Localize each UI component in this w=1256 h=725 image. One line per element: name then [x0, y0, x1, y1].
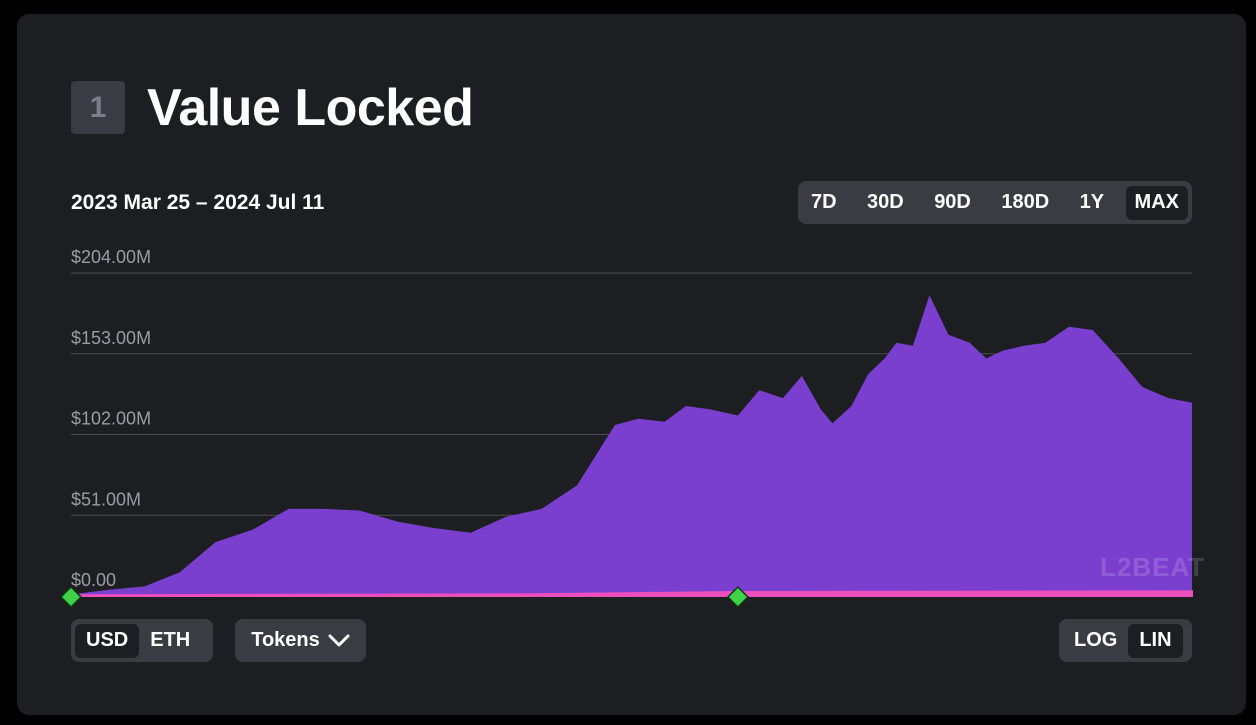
- milestone-marker[interactable]: [726, 585, 749, 609]
- y-tick-label: $102.00M: [71, 409, 151, 429]
- unit-option-usd[interactable]: USD: [75, 623, 140, 658]
- chevron-down-icon: [328, 634, 350, 646]
- currency-selector: USD ETH: [71, 619, 213, 662]
- value-locked-area: [71, 295, 1192, 596]
- date-range-label: 2023 Mar 25 – 2024 Jul 11: [71, 191, 325, 214]
- scale-selector: LOG LIN: [1059, 619, 1192, 662]
- range-option-90d[interactable]: 90D: [934, 191, 971, 213]
- l2beat-watermark: L2BEAT: [1100, 552, 1206, 582]
- scale-option-lin[interactable]: LIN: [1128, 623, 1183, 658]
- tokens-dropdown-button[interactable]: Tokens: [235, 619, 366, 662]
- tokens-button-label: Tokens: [251, 629, 320, 651]
- time-range-selector: 7D 30D 90D 180D 1Y MAX: [798, 181, 1192, 224]
- range-option-1y[interactable]: 1Y: [1079, 191, 1105, 213]
- scale-option-log[interactable]: LOG: [1074, 629, 1118, 651]
- range-option-30d[interactable]: 30D: [867, 191, 904, 213]
- y-tick-label: $0.00: [71, 570, 116, 590]
- range-option-max[interactable]: MAX: [1125, 185, 1188, 220]
- range-option-180d[interactable]: 180D: [1001, 191, 1050, 213]
- milestone-marker[interactable]: [59, 585, 83, 609]
- y-tick-label: $153.00M: [71, 328, 151, 348]
- unit-option-eth[interactable]: ETH: [150, 629, 191, 651]
- y-tick-label: $204.00M: [71, 247, 151, 267]
- y-tick-label: $51.00M: [71, 489, 141, 509]
- range-option-7d[interactable]: 7D: [811, 191, 837, 213]
- section-number-badge: 1: [71, 81, 125, 134]
- page-title: Value Locked: [147, 79, 474, 137]
